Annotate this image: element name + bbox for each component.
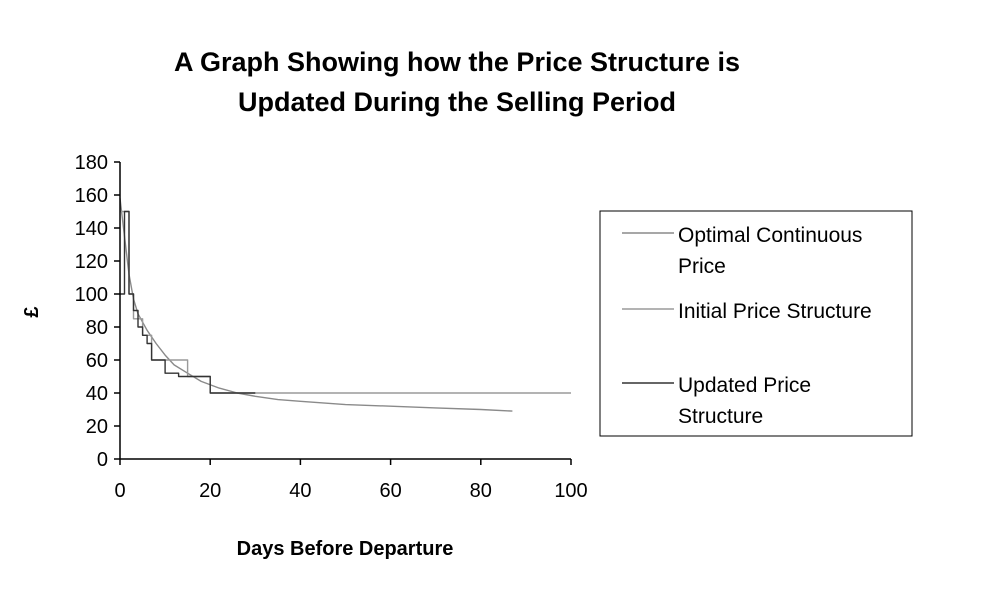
series-line-initial-price-structure (120, 210, 571, 394)
y-tick-label: 60 (86, 350, 108, 372)
x-tick-label: 40 (289, 480, 311, 502)
x-tick-label: 80 (470, 480, 492, 502)
legend-label-updated-price-structure: Updated Price (678, 374, 811, 397)
legend-label-optimal-continuous-price: Optimal Continuous (678, 224, 862, 247)
y-axis-label: £ (21, 306, 43, 317)
y-tick-label: 40 (86, 383, 108, 405)
legend: Optimal Continuous Price Initial Price Str… (599, 210, 913, 437)
chart-title: A Graph Showing how the Price Structure … (174, 47, 740, 117)
series-line-optimal-continuous-price (119, 198, 513, 412)
legend-label-optimal-continuous-price: Price (678, 255, 726, 278)
y-tick-label: 20 (86, 416, 108, 438)
x-tick-label: 20 (199, 480, 221, 502)
y-tick-label: 160 (75, 185, 108, 207)
legend-box (599, 210, 913, 437)
x-tick-label: 100 (554, 480, 587, 502)
x-tick-label: 0 (114, 480, 125, 502)
y-tick-label: 100 (75, 284, 108, 306)
y-tick-label: 80 (86, 317, 108, 339)
legend-label-initial-price-structure: Initial Price Structure (678, 300, 872, 323)
series-line-updated-price-structure (120, 210, 256, 394)
chart-title-line-1: A Graph Showing how the Price Structure … (174, 47, 740, 77)
x-tick-label: 60 (379, 480, 401, 502)
y-tick-label: 180 (75, 152, 108, 174)
y-axis: 0 20 40 60 80 100 120 140 160 180 (75, 152, 121, 471)
chart-title-line-2: Updated During the Selling Period (238, 87, 676, 117)
x-axis: 0 20 40 60 80 100 (114, 458, 588, 502)
legend-label-updated-price-structure: Structure (678, 405, 763, 428)
y-tick-label: 0 (97, 449, 108, 471)
y-tick-label: 140 (75, 218, 108, 240)
x-axis-label: Days Before Departure (237, 538, 454, 560)
plot-area (119, 198, 571, 412)
y-tick-label: 120 (75, 251, 108, 273)
